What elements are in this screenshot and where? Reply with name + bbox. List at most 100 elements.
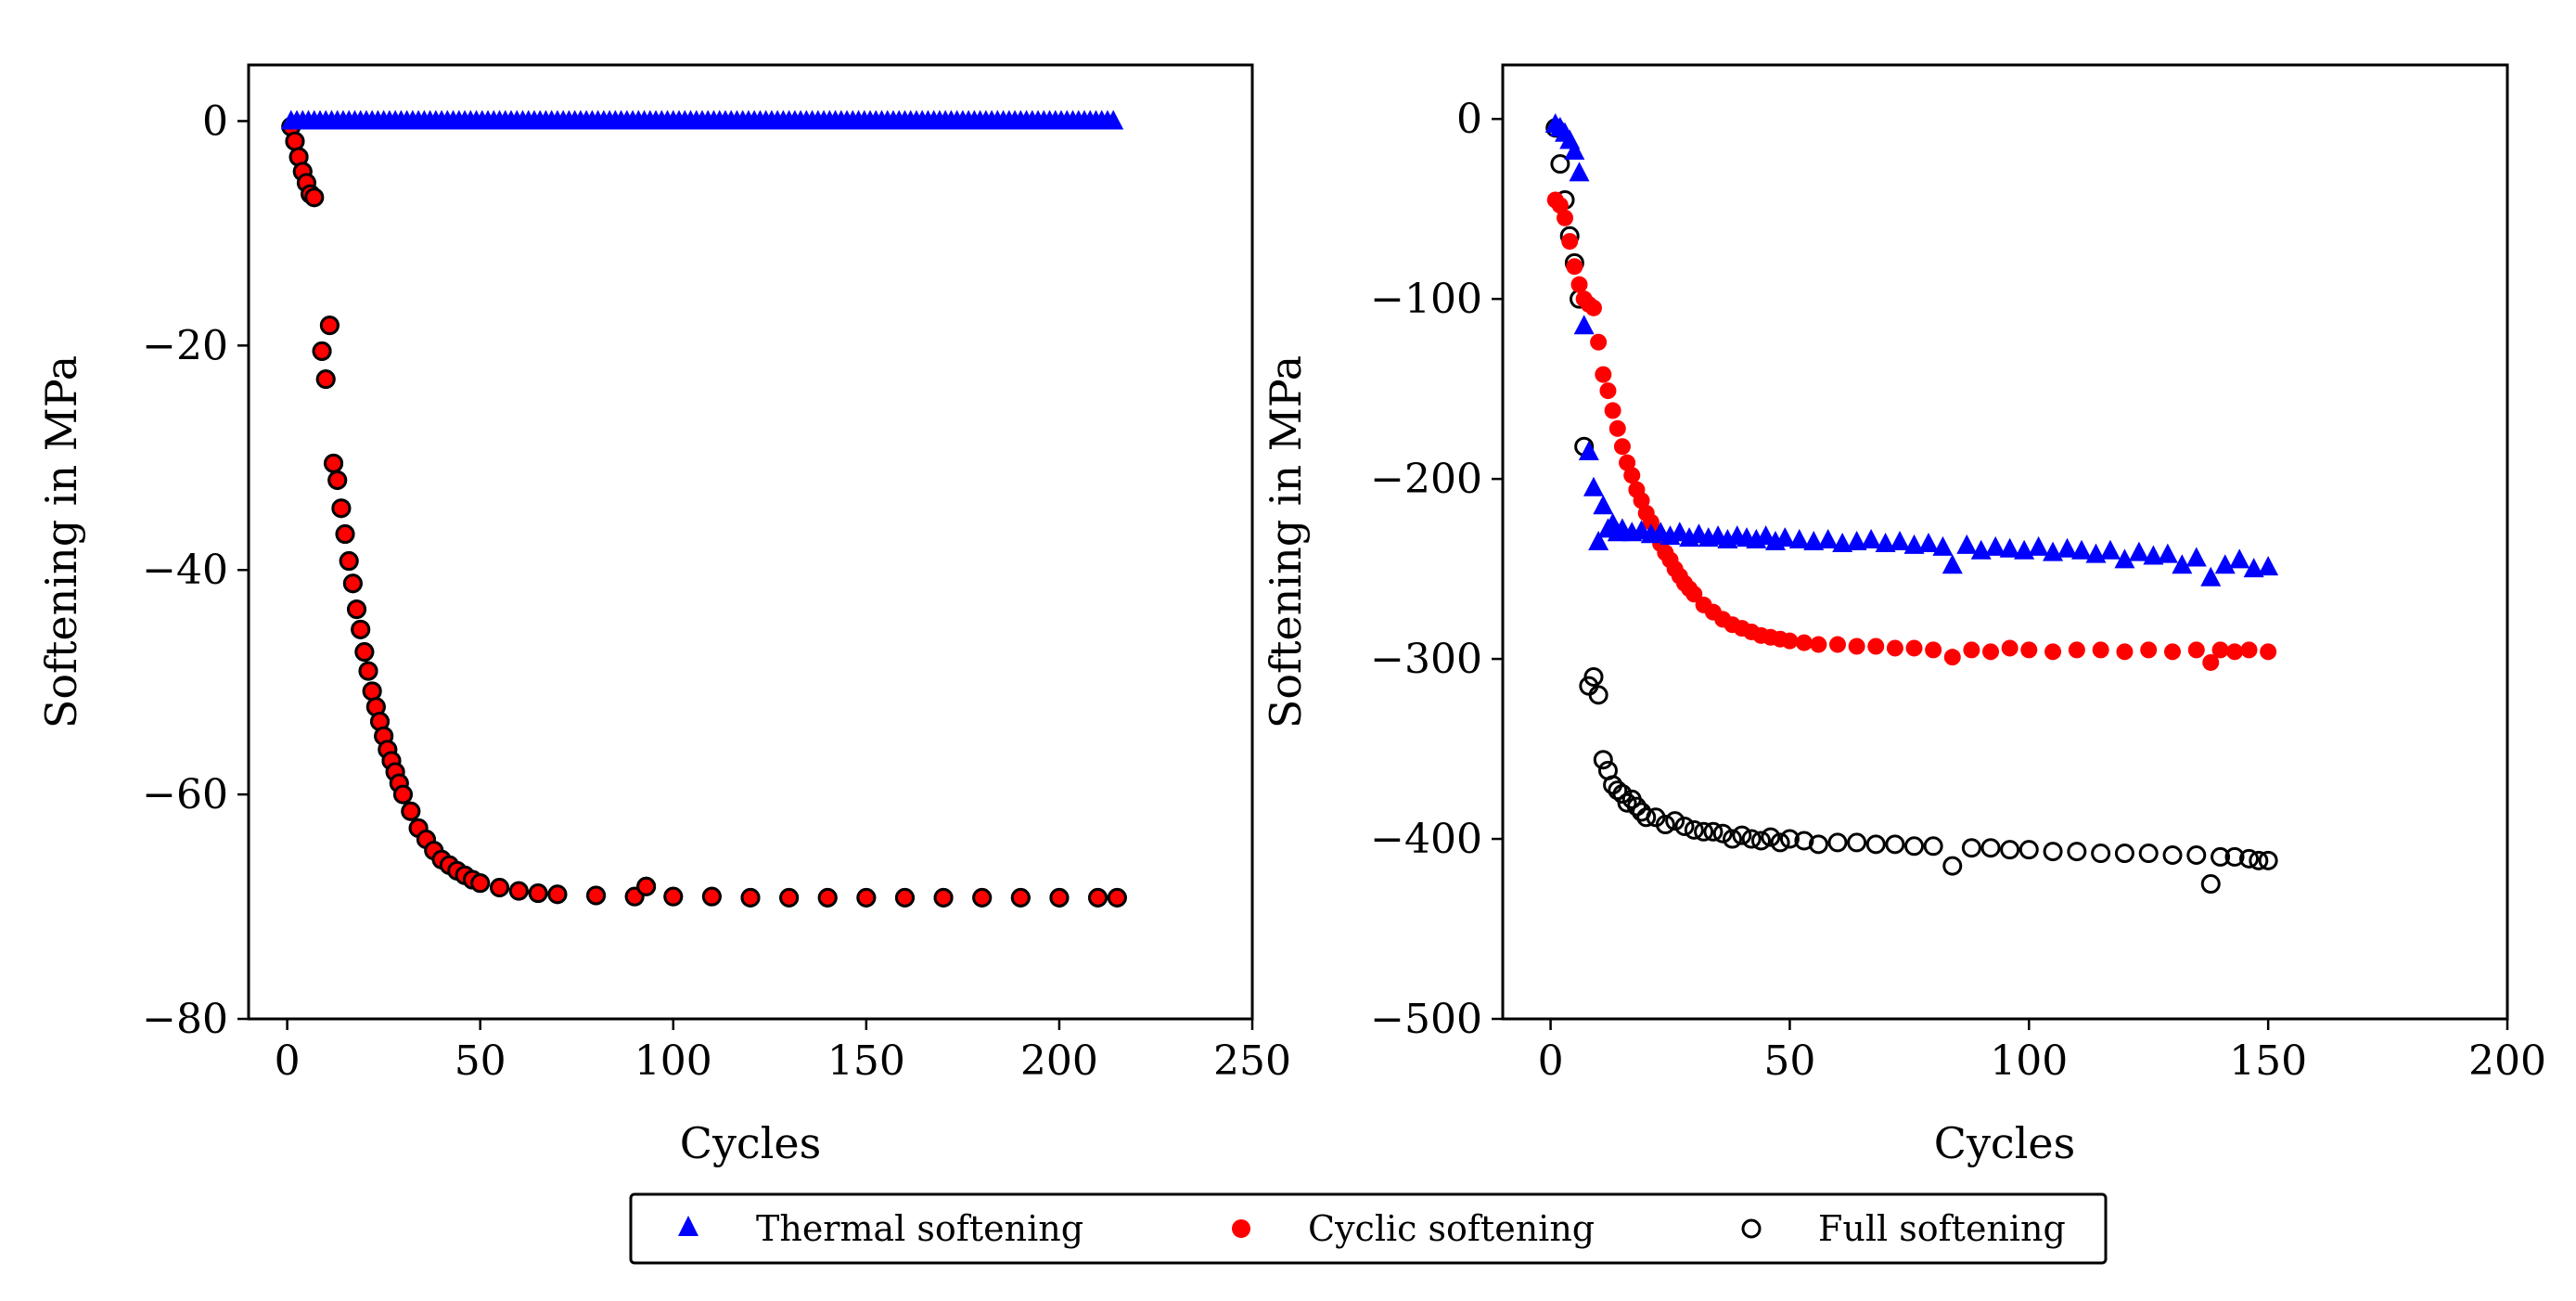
- left-cyclic-softening-point: [324, 453, 344, 473]
- left-cyclic-softening-point: [636, 876, 657, 896]
- right-thermal-softening-point: [2214, 554, 2236, 574]
- left-cyclic-softening-point: [547, 884, 568, 905]
- right-full-softening-point: [1583, 666, 1604, 687]
- right-full-softening-point: [1608, 780, 1628, 801]
- left-cyclic-softening-point: [342, 573, 363, 594]
- left-axis-ticks: 0 50 100 150 200 250 0 −20 −40 −60 −80: [142, 97, 1291, 1085]
- right-thermal-softening-point: [1775, 527, 1796, 547]
- right-full-softening-point: [1980, 838, 2001, 858]
- left-cyclic-softening-point: [740, 887, 761, 908]
- left-cyclic-softening-point: [351, 619, 371, 639]
- left-x-tick-label: 50: [455, 1037, 506, 1085]
- right-thermal-softening-point: [2114, 548, 2135, 569]
- right-cyclic-softening-point: [1619, 454, 1636, 471]
- right-y-tick-label: −300: [1370, 636, 1482, 683]
- right-full-softening-point: [1732, 825, 1752, 845]
- right-full-softening-point: [1904, 836, 1925, 857]
- right-full-softening-point: [1712, 823, 1733, 844]
- right-thermal-softening-point: [2157, 543, 2178, 563]
- left-cyclic-softening-point: [285, 131, 305, 151]
- right-full-softening-point: [2211, 846, 2231, 867]
- right-thermal-softening-point: [1875, 532, 1896, 552]
- left-cyclic-softening-point: [347, 599, 367, 620]
- right-y-tick-label: −400: [1370, 816, 1482, 863]
- legend-cyclic-marker: [1232, 1219, 1250, 1238]
- right-thermal-softening-point: [1942, 554, 1963, 574]
- left-cyclic-softening-point: [312, 341, 332, 361]
- right-y-tick-label: −500: [1370, 996, 1482, 1043]
- right-thermal-softening-point: [2185, 547, 2207, 567]
- left-plot-frame: [247, 63, 1254, 1021]
- right-full-softening-point: [2138, 844, 2159, 864]
- right-axis-ticks: 0 50 100 150 200 0 −100 −200 −300 −400 −500: [1370, 96, 2546, 1085]
- right-cyclic-softening-point: [1685, 586, 1703, 603]
- right-cyclic-softening-point: [2202, 653, 2220, 671]
- right-cyclic-softening-point: [1810, 636, 1827, 653]
- right-x-tick-label: 150: [2229, 1037, 2307, 1085]
- right-thermal-softening-point: [2200, 566, 2222, 586]
- left-y-tick-label: −20: [142, 322, 228, 369]
- right-full-softening-point: [2200, 874, 2221, 895]
- left-data-points: [280, 109, 1127, 908]
- right-cyclic-softening-point: [2240, 641, 2258, 659]
- left-y-tick-label: −80: [142, 996, 228, 1043]
- right-thermal-softening-point: [1985, 535, 2006, 556]
- right-thermal-softening-point: [1999, 537, 2020, 558]
- right-full-softening-point: [1741, 829, 1762, 849]
- right-thermal-softening-point: [1583, 476, 1604, 496]
- right-thermal-softening-point: [2028, 535, 2049, 556]
- right-cyclic-softening-point: [1925, 641, 1942, 659]
- right-cyclic-softening-point: [2001, 639, 2019, 657]
- left-cyclic-softening-point: [508, 881, 529, 901]
- right-thermal-softening-point: [2229, 548, 2250, 569]
- right-full-softening-point: [2067, 842, 2087, 862]
- right-thermal-softening-point: [1593, 495, 1614, 515]
- left-x-tick-label: 0: [275, 1037, 301, 1085]
- right-cyclic-softening-point: [1570, 276, 1588, 293]
- right-cyclic-softening-point: [1633, 492, 1650, 509]
- left-cyclic-softening-point: [972, 887, 993, 908]
- right-panel: 0 50 100 150 200 0 −100 −200 −300 −400 −500 Cycles…: [1261, 63, 2546, 1168]
- right-full-softening-point: [2186, 844, 2207, 865]
- right-x-tick-label: 0: [1538, 1037, 1564, 1085]
- right-y-tick-label: 0: [1456, 96, 1482, 143]
- left-cyclic-softening-point: [401, 801, 421, 821]
- right-cyclic-softening-point: [1613, 438, 1631, 456]
- left-x-axis-label: Cycles: [680, 1118, 822, 1168]
- left-x-tick-label: 100: [634, 1037, 712, 1085]
- left-cyclic-softening-point: [392, 784, 413, 805]
- right-full-softening-point: [2239, 848, 2260, 869]
- right-full-softening-point: [1588, 685, 1608, 705]
- left-cyclic-softening-point: [304, 187, 325, 208]
- right-full-softening-point: [1636, 807, 1657, 828]
- right-thermal-softening-point: [1569, 161, 1590, 182]
- right-data-points: [1544, 113, 2279, 895]
- right-full-softening-point: [1723, 829, 1743, 849]
- right-cyclic-softening-point: [1848, 638, 1865, 655]
- right-y-tick-label: −100: [1370, 276, 1482, 323]
- right-full-softening-point: [2224, 846, 2245, 867]
- left-cyclic-softening-point: [331, 498, 352, 519]
- legend-thermal-label: Thermal softening: [756, 1208, 1083, 1249]
- right-x-tick-label: 50: [1763, 1037, 1815, 1085]
- right-thermal-softening-point: [2243, 558, 2264, 578]
- left-cyclic-softening-point: [354, 642, 375, 663]
- right-cyclic-softening-point: [2020, 641, 2038, 659]
- right-thermal-softening-point: [2143, 545, 2164, 565]
- right-full-softening-point: [1885, 834, 1905, 855]
- right-cyclic-softening-point: [2187, 641, 2205, 659]
- right-cyclic-softening-point: [1557, 209, 1574, 226]
- right-thermal-softening-point: [1932, 535, 1954, 556]
- left-cyclic-softening-point: [470, 873, 491, 894]
- right-thermal-softening-point: [1588, 531, 1609, 550]
- left-cyclic-softening-point: [1107, 887, 1127, 908]
- right-full-softening-point: [1770, 832, 1790, 853]
- left-cyclic-softening-point: [663, 886, 684, 907]
- right-x-tick-label: 200: [2468, 1037, 2546, 1085]
- right-thermal-softening-point: [1917, 532, 1939, 552]
- left-cyclic-softening-point: [339, 551, 359, 572]
- right-full-softening-point: [1847, 832, 1867, 853]
- right-cyclic-softening-point: [1590, 333, 1608, 351]
- right-thermal-softening-point: [1956, 534, 1978, 554]
